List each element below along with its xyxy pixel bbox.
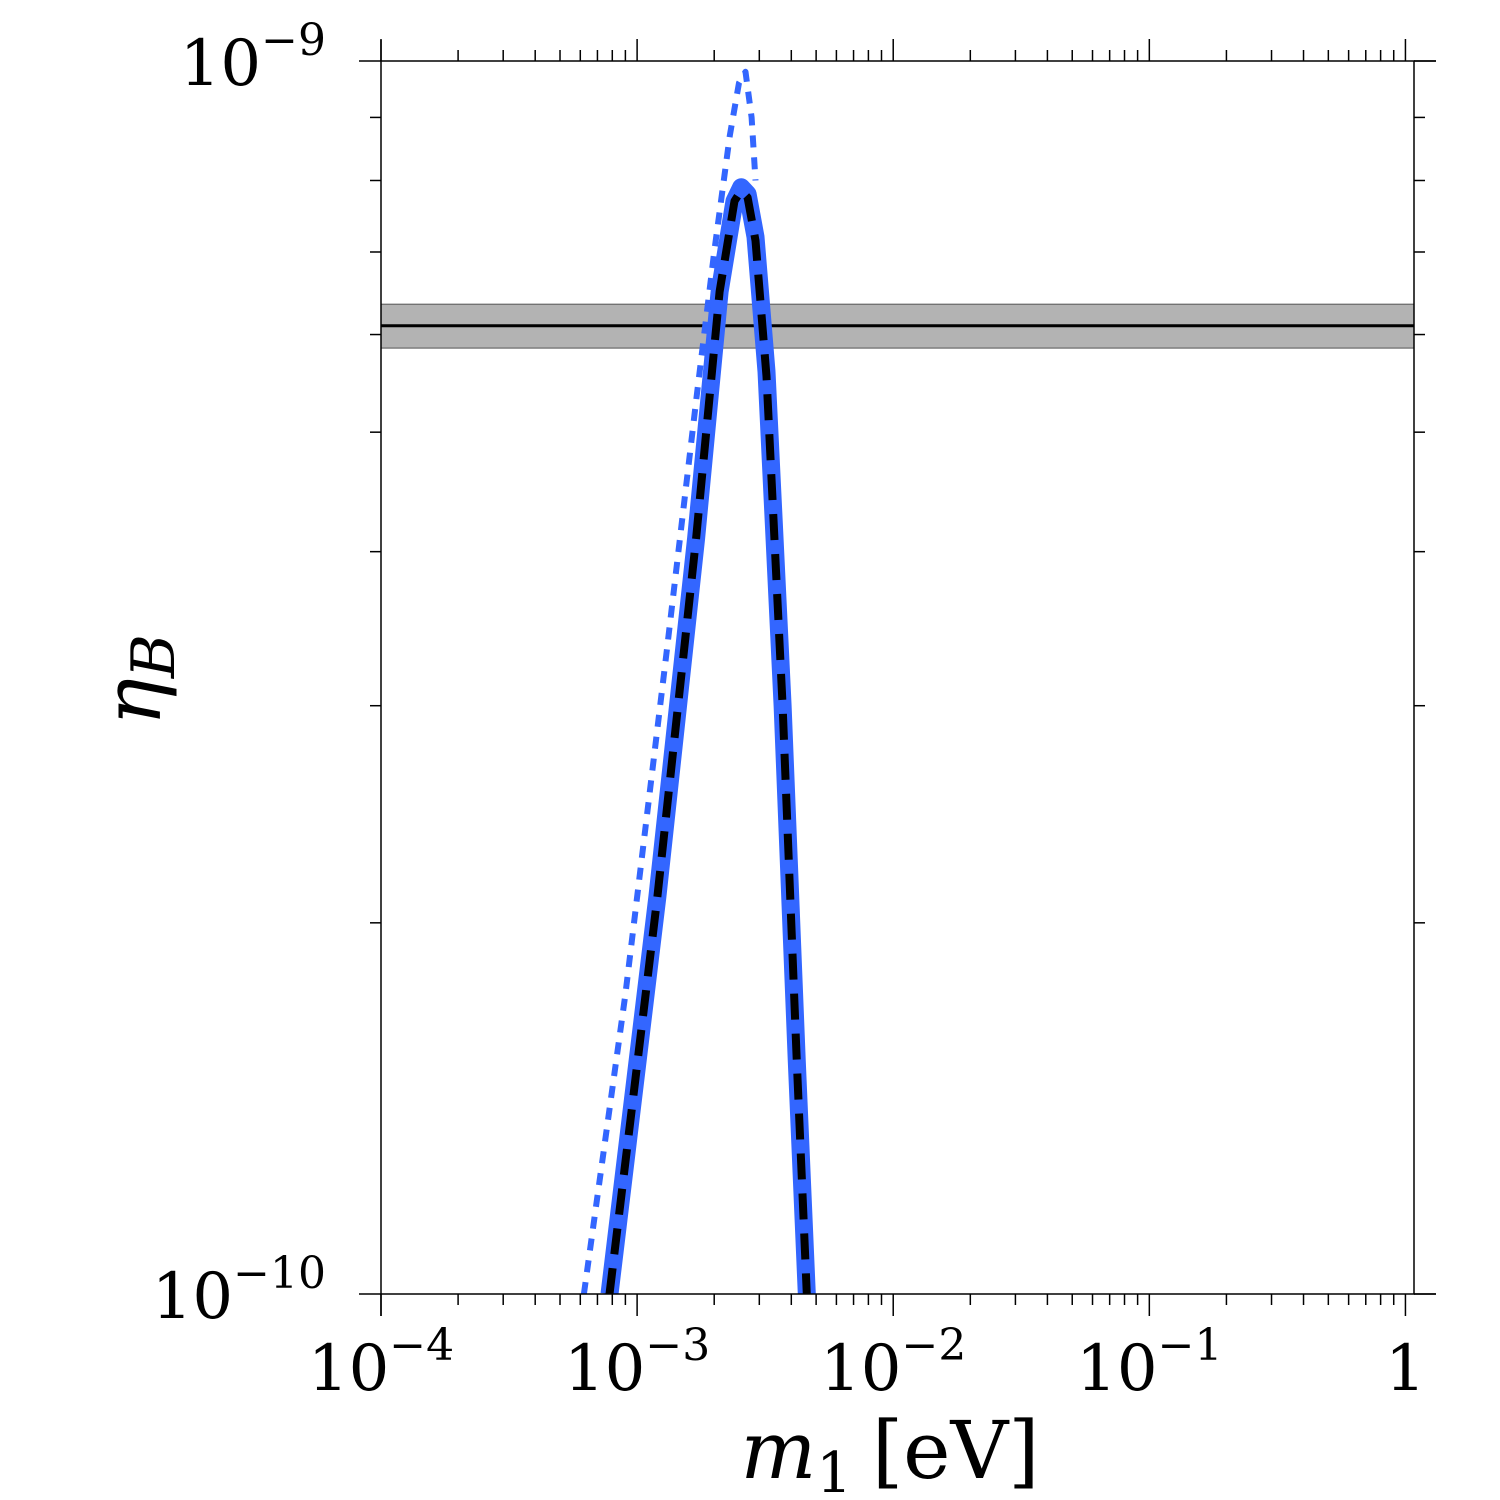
tick-layer [359,39,1436,1316]
series-line-solid-thick [600,178,816,1294]
y-tick-label: 10−10 [152,1248,326,1334]
x-axis-title-sub: 1 [816,1441,852,1500]
x-axis-title-main: m [740,1404,816,1497]
series-line-dotted [580,68,759,1294]
series-layer [580,68,816,1294]
x-tick-label: 1 [1385,1332,1426,1406]
observed-band-layer [380,303,1415,349]
y-axis-title-main: η [86,678,179,726]
y-axis-title-sub: B [119,634,189,679]
tick-label-layer: 10−4 10−3 10−2 10−1 1 10−10 10−9 [152,15,1426,1406]
x-tick-label: 10−2 [820,1320,966,1406]
plot-frame [380,60,1415,1295]
x-tick-label: 10−4 [308,1320,454,1406]
x-tick-label: 10−3 [564,1320,710,1406]
x-axis-title: m1 [eV] [740,1404,1039,1500]
y-axis-title: ηB [86,634,189,726]
y-tick-label: 10−9 [180,15,326,101]
x-tick-label: 10−1 [1076,1320,1222,1406]
x-axis-title-unit: [eV] [872,1404,1040,1497]
series-line-dashed [605,186,811,1294]
